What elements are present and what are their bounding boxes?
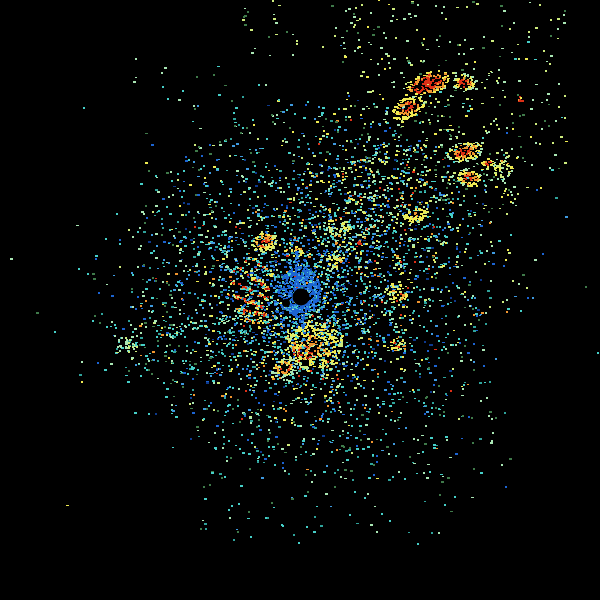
galaxy-scatter-canvas [0, 0, 600, 600]
visualization-stage [0, 0, 600, 600]
